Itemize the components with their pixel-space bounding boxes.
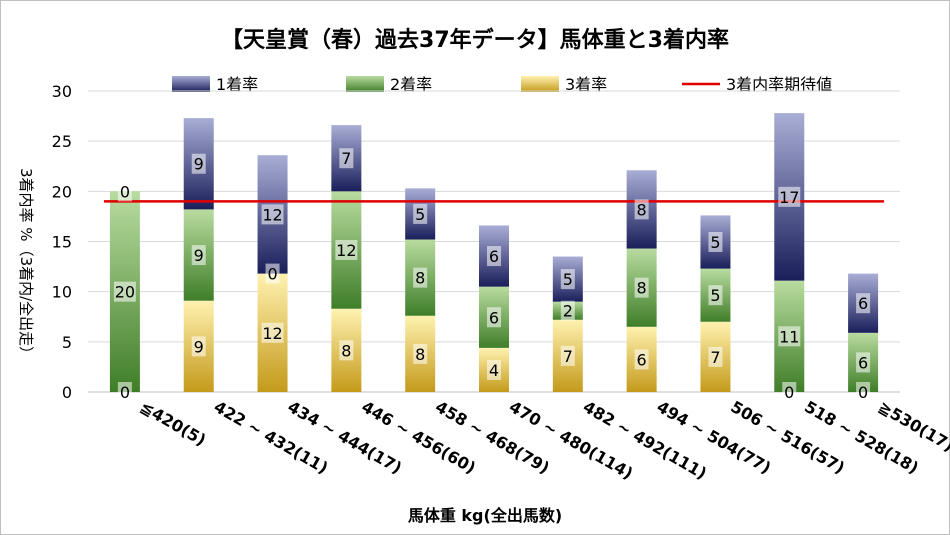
data-label: 0 xyxy=(784,383,794,402)
data-label-bg xyxy=(117,382,132,402)
legend-swatch xyxy=(346,76,384,92)
data-label-bg xyxy=(261,322,284,343)
data-label-bg xyxy=(560,269,575,290)
data-label: 5 xyxy=(415,205,425,224)
data-label: 8 xyxy=(415,345,425,364)
legend-swatch xyxy=(521,76,559,92)
x-axis-label: 馬体重 kg(全出馬数) xyxy=(408,506,562,525)
data-label-bg xyxy=(113,281,136,302)
data-label-bg xyxy=(487,246,501,267)
data-label-bg xyxy=(708,346,723,367)
data-label: 0 xyxy=(858,383,868,402)
data-label-bg xyxy=(261,204,284,225)
y-axis-ticks: 0 5 10 15 20 25 30 xyxy=(52,82,72,402)
data-label-bg xyxy=(191,153,206,174)
y-tick-label: 30 xyxy=(52,82,72,101)
data-label: 4 xyxy=(489,361,499,380)
x-tick-label: ≦420(5) xyxy=(137,397,209,450)
data-label-bg xyxy=(117,181,132,202)
data-label-bg xyxy=(339,340,354,361)
y-tick-label: 10 xyxy=(52,283,72,302)
data-label-bg xyxy=(335,240,358,261)
data-label: 5 xyxy=(563,270,573,289)
data-label-bg xyxy=(634,277,649,298)
data-label: 0 xyxy=(120,383,130,402)
data-label: 8 xyxy=(415,269,425,288)
data-label-bg xyxy=(634,349,649,370)
data-label: 7 xyxy=(341,149,351,168)
legend-label: 3着内率期待値 xyxy=(726,75,832,94)
data-labels: 0 20 0 9 9 9 12 0 12 8 12 7 8 8 5 4 6 6 7 2 5 6 8 8 7 5 5 0 11 17 0 6 6 xyxy=(113,148,871,402)
data-label: 5 xyxy=(710,286,720,305)
data-label: 0 xyxy=(267,265,277,284)
data-label-bg xyxy=(782,382,797,402)
data-label-bg xyxy=(191,336,206,357)
data-label: 2 xyxy=(563,302,573,321)
data-label: 8 xyxy=(341,341,351,360)
data-label: 9 xyxy=(194,337,204,356)
data-label: 17 xyxy=(779,188,799,207)
data-label: 7 xyxy=(710,348,720,367)
data-label: 6 xyxy=(637,350,647,369)
data-label: 12 xyxy=(262,205,282,224)
data-label-bg xyxy=(413,343,428,364)
y-tick-label: 20 xyxy=(52,182,72,201)
legend-label: 1着率 xyxy=(216,75,258,94)
data-label: 12 xyxy=(336,241,356,260)
data-label: 20 xyxy=(115,283,135,302)
y-tick-label: 15 xyxy=(52,233,72,252)
data-label-bg xyxy=(265,263,280,284)
data-label-bg xyxy=(560,300,575,321)
data-label: 7 xyxy=(563,347,573,366)
data-label-bg xyxy=(339,148,354,169)
x-axis-ticks: ≦420(5) 422 ~ 432(11)434 ~ 444(17)446 ~ 4… xyxy=(137,397,950,483)
legend-label: 2着率 xyxy=(390,75,432,94)
x-tick-label: 482 ~ 492(111) xyxy=(580,397,710,483)
data-label: 11 xyxy=(779,327,799,346)
y-tick-label: 0 xyxy=(62,383,72,402)
data-label-bg xyxy=(778,186,801,207)
y-tick-label: 25 xyxy=(52,132,72,151)
data-label-bg xyxy=(856,382,871,402)
y-axis-label: 3着内率 %（3着内/全出走） xyxy=(17,168,35,361)
data-label-bg xyxy=(708,285,723,306)
data-label-bg xyxy=(634,199,649,220)
data-label-bg xyxy=(413,267,428,288)
data-label-bg xyxy=(487,359,501,380)
data-label-bg xyxy=(856,293,871,314)
data-label-bg xyxy=(778,326,801,347)
data-label: 5 xyxy=(710,233,720,252)
data-label: 6 xyxy=(489,247,499,266)
legend: 1着率 2着率 3着率 3着内率期待値 xyxy=(172,75,832,94)
legend-swatch xyxy=(172,76,210,92)
y-tick-label: 5 xyxy=(62,333,72,352)
data-label-bg xyxy=(413,203,428,224)
legend-label: 3着率 xyxy=(565,75,607,94)
data-label: 6 xyxy=(489,308,499,327)
data-label-bg xyxy=(191,245,206,266)
x-tick-label: 470 ~ 480(114) xyxy=(506,397,636,483)
data-label: 9 xyxy=(194,155,204,174)
data-label-bg xyxy=(708,232,723,253)
data-label-bg xyxy=(856,352,871,373)
data-label: 6 xyxy=(858,294,868,313)
data-label: 8 xyxy=(637,279,647,298)
chart-title: 【天皇賞（春）過去37年データ】馬体重と3着内率 xyxy=(221,27,729,53)
data-label: 8 xyxy=(637,200,647,219)
data-label: 12 xyxy=(262,324,282,343)
data-label-bg xyxy=(487,307,501,328)
data-label-bg xyxy=(560,345,575,366)
data-label: 6 xyxy=(858,353,868,372)
data-label: 9 xyxy=(194,246,204,265)
data-label: 0 xyxy=(120,182,130,201)
